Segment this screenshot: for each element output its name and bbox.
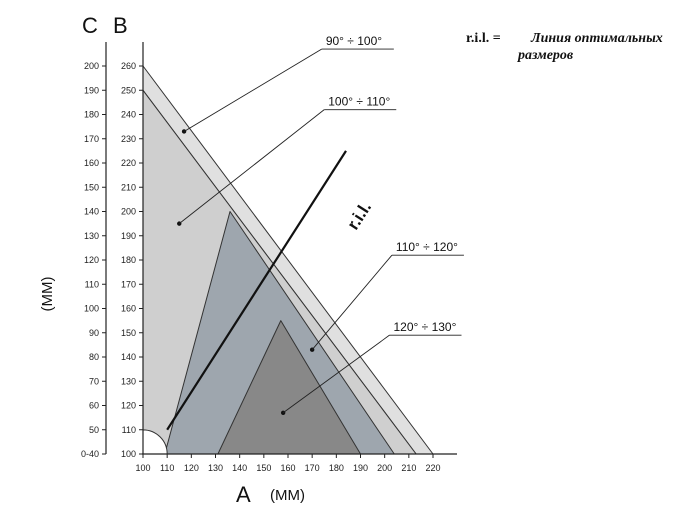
b-tick-label: 250 bbox=[121, 85, 136, 95]
callout-label-3: 110° ÷ 120° bbox=[396, 240, 458, 254]
legend-text-line1: Линия оптимальных bbox=[530, 31, 663, 46]
c-tick-label: 70 bbox=[89, 376, 99, 386]
c-tick-label: 130 bbox=[84, 231, 99, 241]
callout-label-4: 120° ÷ 130° bbox=[394, 320, 457, 334]
c-tick-label: 120 bbox=[84, 255, 99, 265]
b-axis-letter: B bbox=[113, 13, 128, 38]
x-tick-label: 140 bbox=[232, 463, 247, 473]
c-tick-label: 60 bbox=[89, 401, 99, 411]
b-tick-label: 190 bbox=[121, 231, 136, 241]
x-tick-label: 110 bbox=[160, 463, 174, 473]
x-axis-letter: A bbox=[236, 482, 251, 507]
b-tick-label: 220 bbox=[121, 158, 136, 168]
legend-key: r.i.l. = bbox=[466, 31, 501, 46]
c-tick-label: 90 bbox=[89, 328, 99, 338]
c-tick-label: 140 bbox=[84, 207, 99, 217]
b-tick-label: 120 bbox=[121, 401, 136, 411]
labels-layer: C B A (MM) (MM) r.i.l. = Линия оптимальных разм… bbox=[39, 13, 663, 507]
c-tick-label: 50 bbox=[89, 425, 99, 435]
c-tick-label: 150 bbox=[84, 182, 99, 192]
ril-line-label: r.i.l. bbox=[343, 198, 375, 233]
axes-layer: 100 110 120 130 140 150 160 170 180 190 200 210 220 1… bbox=[81, 42, 457, 473]
c-tick-label: 190 bbox=[84, 85, 99, 95]
x-tick-label: 180 bbox=[329, 463, 344, 473]
callout-leader bbox=[311, 254, 393, 351]
c-tick-label: 80 bbox=[89, 352, 99, 362]
callout-leader bbox=[178, 109, 325, 224]
callout-label-2: 100° ÷ 110° bbox=[328, 95, 390, 109]
x-tick-label: 120 bbox=[184, 463, 199, 473]
b-tick-label: 240 bbox=[121, 110, 136, 120]
b-tick-label: 130 bbox=[121, 376, 136, 386]
callout-label-1: 90° ÷ 100° bbox=[326, 34, 382, 48]
b-tick-label: 110 bbox=[122, 425, 136, 435]
b-tick-label: 170 bbox=[121, 279, 136, 289]
b-tick-label: 180 bbox=[121, 255, 136, 265]
x-tick-label: 210 bbox=[401, 463, 416, 473]
callout-leader bbox=[282, 334, 390, 414]
x-tick-label: 150 bbox=[256, 463, 271, 473]
callout-leader bbox=[183, 48, 323, 132]
c-tick-label: 200 bbox=[84, 61, 99, 71]
b-tick-label: 150 bbox=[121, 328, 136, 338]
c-axis-letter: C bbox=[82, 13, 98, 38]
regions-layer bbox=[142, 65, 434, 455]
x-tick-label: 100 bbox=[135, 463, 150, 473]
b-tick-label: 210 bbox=[121, 182, 136, 192]
x-tick-label: 130 bbox=[208, 463, 223, 473]
x-tick-label: 170 bbox=[305, 463, 320, 473]
c-tick-label: 160 bbox=[84, 158, 99, 168]
b-tick-label: 260 bbox=[121, 61, 136, 71]
c-tick-label: 180 bbox=[84, 110, 99, 120]
b-tick-label: 200 bbox=[121, 207, 136, 217]
b-tick-label: 140 bbox=[121, 352, 136, 362]
b-tick-label: 230 bbox=[121, 134, 136, 144]
legend-text-line2: размеров bbox=[517, 48, 574, 63]
c-tick-label: 170 bbox=[84, 134, 99, 144]
callouts-layer: 90° ÷ 100° 100° ÷ 110° 110° ÷ 120° 120° ÷ 1… bbox=[177, 34, 464, 415]
c-tick-label: 0-40 bbox=[81, 449, 99, 459]
y-axis-unit: (MM) bbox=[39, 277, 56, 312]
x-tick-label: 220 bbox=[425, 463, 440, 473]
x-axis-unit: (MM) bbox=[270, 487, 305, 504]
b-tick-label: 100 bbox=[121, 449, 136, 459]
x-tick-label: 200 bbox=[377, 463, 392, 473]
c-tick-label: 110 bbox=[85, 279, 99, 289]
b-tick-label: 160 bbox=[121, 304, 136, 314]
c-tick-label: 100 bbox=[84, 304, 99, 314]
ril-line bbox=[166, 150, 347, 431]
x-tick-label: 190 bbox=[353, 463, 368, 473]
x-tick-label: 160 bbox=[280, 463, 295, 473]
